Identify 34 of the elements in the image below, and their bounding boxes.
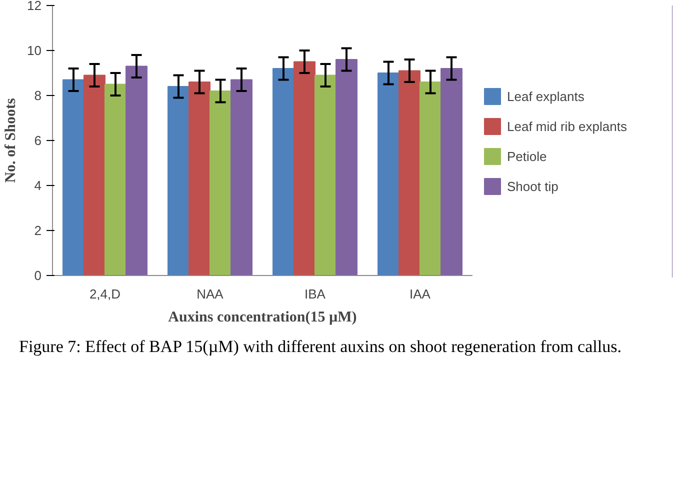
bar [104, 84, 126, 276]
bar [398, 70, 420, 276]
legend-label: Shoot tip [507, 178, 558, 194]
bar [272, 68, 294, 276]
legend-label: Petiole [507, 148, 547, 164]
x-tick-label: IBA [304, 286, 326, 302]
x-tick-label: IAA [410, 286, 431, 302]
bar [62, 79, 84, 276]
bar [314, 74, 336, 276]
y-tick-label: 4 [34, 178, 42, 193]
bar [336, 59, 358, 276]
y-tick-label: 2 [34, 223, 42, 238]
y-tick-label: 8 [34, 88, 42, 103]
bar [294, 61, 316, 276]
bar [126, 66, 148, 276]
bar [210, 90, 232, 276]
bar [378, 72, 400, 276]
bar [440, 68, 462, 276]
y-tick-label: 12 [27, 0, 42, 13]
legend-label: Leaf mid rib explants [507, 118, 627, 134]
bar [230, 79, 252, 276]
y-axis-title: No. of Shoots [3, 98, 20, 183]
bar [84, 74, 106, 276]
legend-label: Leaf explants [507, 88, 584, 104]
x-tick-label: 2,4,D [89, 286, 121, 302]
y-tick-label: 10 [27, 43, 42, 58]
x-axis-title: Auxins concentration(15 µM) [168, 310, 357, 326]
bar [420, 82, 442, 276]
y-tick-label: 0 [34, 268, 42, 283]
x-tick-label: NAA [196, 286, 224, 302]
y-tick-label: 6 [34, 133, 42, 148]
caption: Figure 7: Effect of BAP 15(µM) with different auxins on shoot regeneration from callus. [19, 336, 622, 358]
bar [188, 82, 210, 276]
bar [168, 86, 190, 276]
